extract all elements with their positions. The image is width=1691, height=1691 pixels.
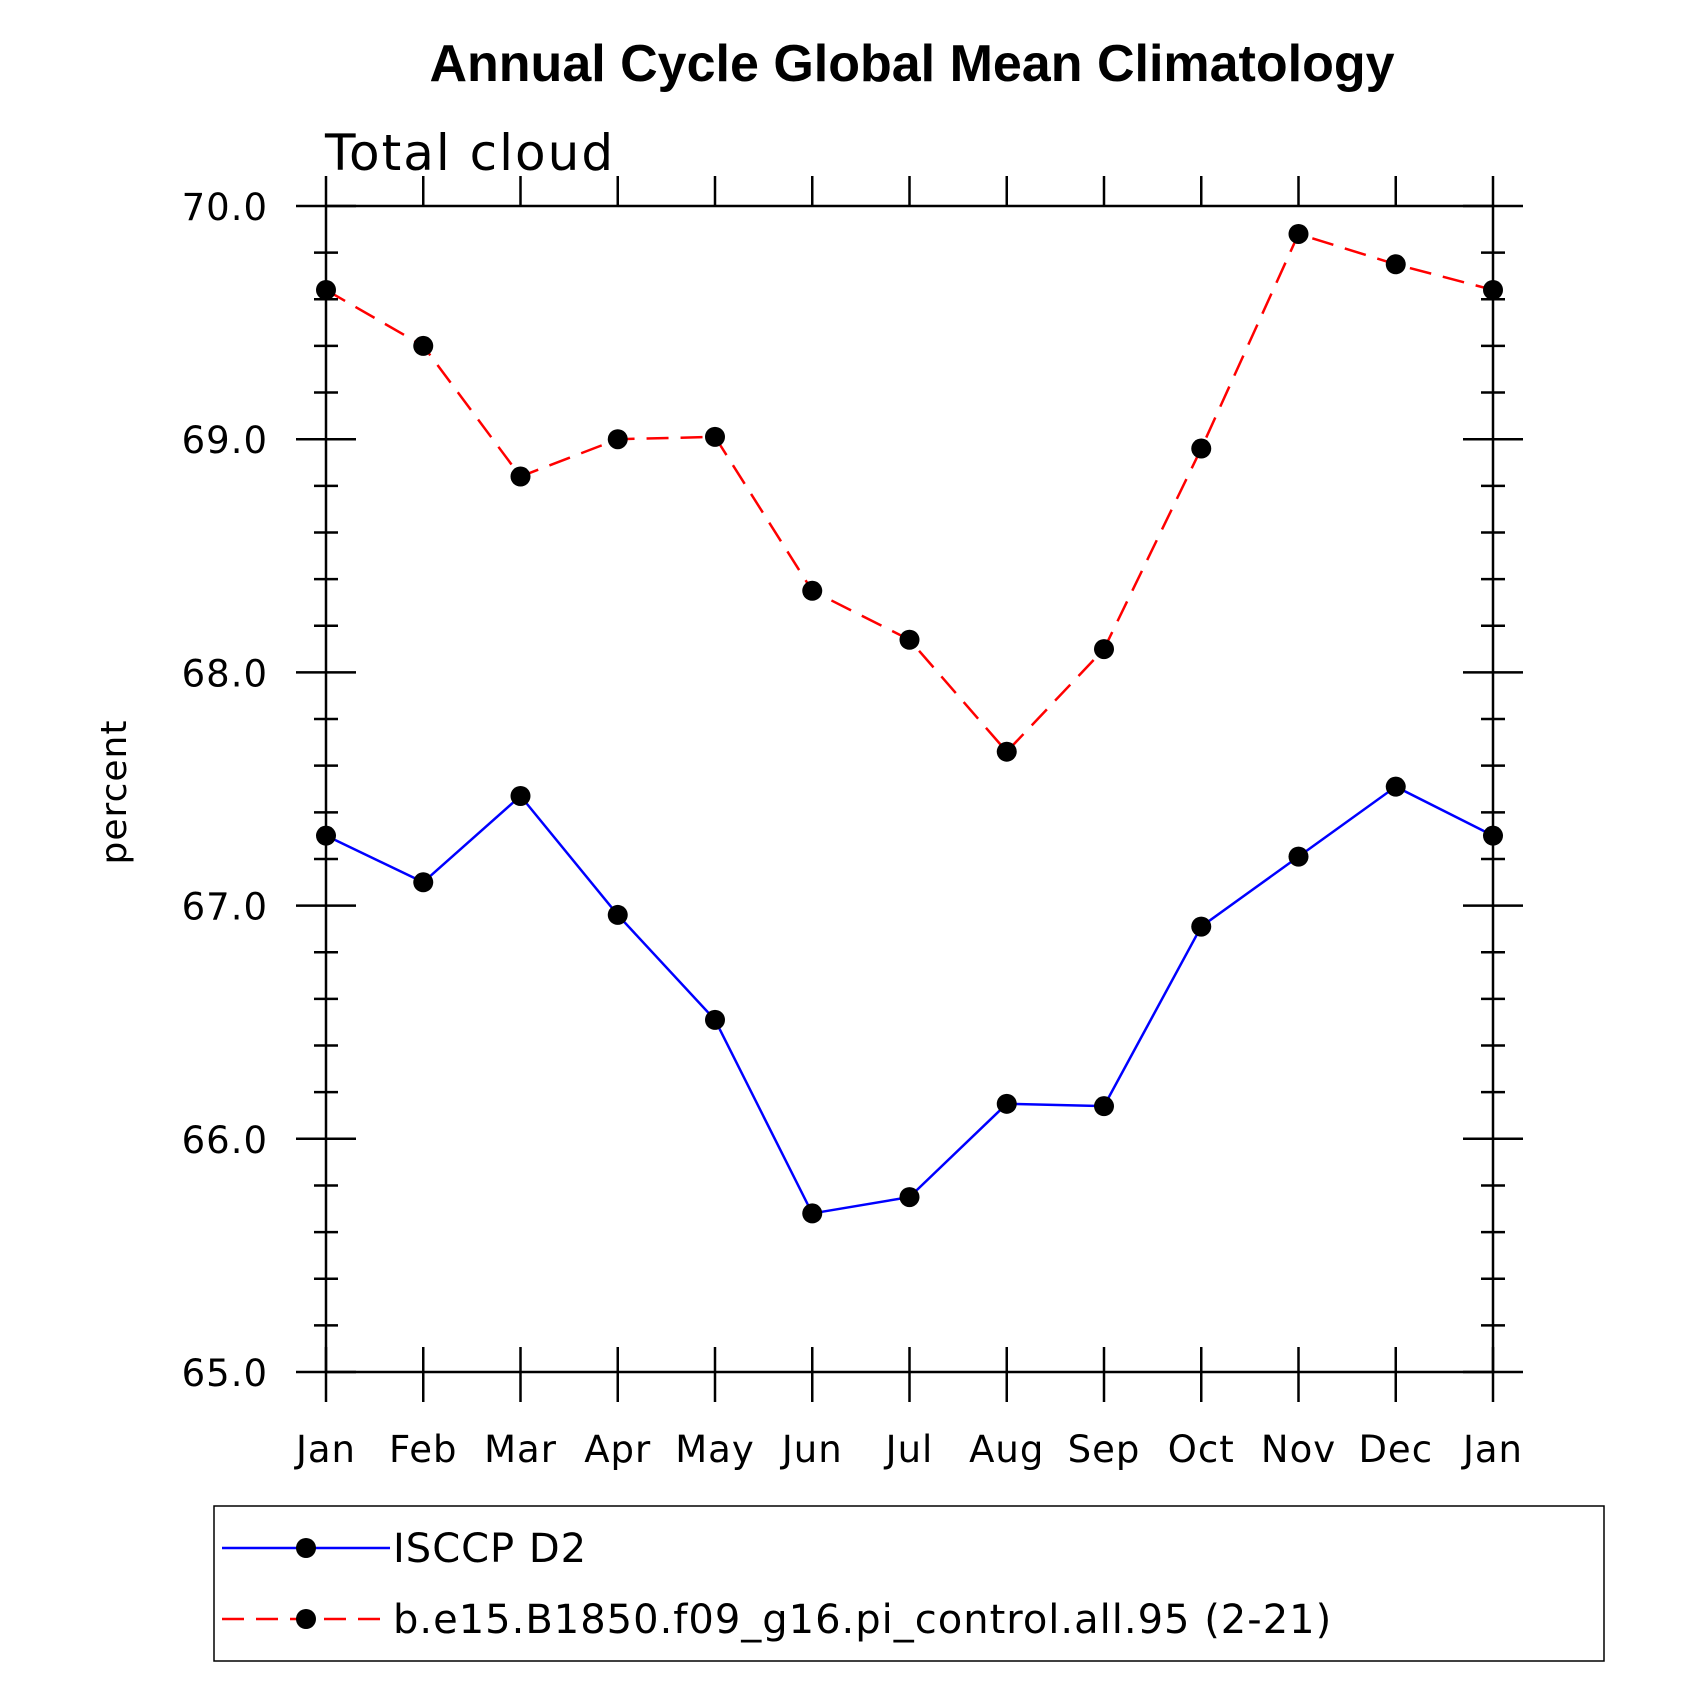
- series-lines: [325, 232, 1494, 1215]
- series-2-point: [510, 466, 531, 487]
- chart-title: Annual Cycle Global Mean Climatology: [429, 35, 1394, 93]
- series-2-point: [1483, 279, 1503, 300]
- y-tick-label: 67.0: [182, 886, 268, 929]
- x-tick-label: Jan: [1461, 1428, 1523, 1471]
- x-tick-label: Sep: [1068, 1428, 1141, 1471]
- legend: ISCCP D2 b.e15.B1850.f09_g16.pi_control.a…: [213, 1505, 1605, 1662]
- x-tick-label: Dec: [1358, 1428, 1433, 1471]
- series-1-point: [1385, 776, 1406, 797]
- x-tick-label: Oct: [1168, 1428, 1235, 1471]
- series-1-point: [802, 1203, 823, 1224]
- series-2-point: [1191, 438, 1212, 459]
- x-tick-label: May: [675, 1428, 755, 1471]
- y-tick-label: 68.0: [182, 652, 268, 695]
- legend-marker-2: [296, 1609, 316, 1629]
- series-1-point: [705, 1009, 725, 1030]
- axis-tick-labels: Jan Feb Mar Apr May Jun Jul Aug Sep Oct Nov Dec Jan 6…: [182, 186, 1523, 1471]
- y-axis-label: percent: [94, 720, 135, 865]
- series-1-point: [996, 1093, 1017, 1114]
- series-1-point: [1288, 846, 1309, 867]
- series-2-point: [413, 335, 434, 356]
- series-2-point: [705, 426, 725, 447]
- x-tick-label: Jul: [884, 1428, 934, 1471]
- series-1-point: [413, 872, 434, 893]
- y-tick-label: 66.0: [182, 1119, 268, 1162]
- series-2-point: [1094, 639, 1114, 660]
- series-2-point: [1385, 254, 1406, 275]
- y-tick-label: 65.0: [182, 1352, 268, 1395]
- x-tick-label: Jun: [780, 1428, 843, 1471]
- series-1-point: [607, 904, 628, 925]
- x-tick-label: Jan: [294, 1428, 356, 1471]
- series-2-point: [899, 629, 920, 650]
- legend-box: [213, 1505, 1605, 1662]
- series-1-point: [1483, 825, 1503, 846]
- x-tick-label: Mar: [484, 1428, 557, 1471]
- series-2-point: [996, 741, 1017, 762]
- series-2-point: [1288, 223, 1309, 244]
- series-points: [316, 223, 1503, 1224]
- x-tick-label: Nov: [1261, 1428, 1336, 1471]
- x-tick-label: Aug: [969, 1428, 1044, 1471]
- legend-marker-1: [296, 1538, 316, 1558]
- series-2-point: [607, 429, 628, 450]
- series-1-point: [316, 825, 336, 846]
- chart-subtitle: Total cloud: [324, 124, 615, 182]
- series-1-point: [1191, 916, 1212, 937]
- series-2-point: [802, 580, 823, 601]
- series-1-point: [510, 785, 531, 806]
- y-tick-label: 70.0: [182, 186, 268, 229]
- legend-label-1: ISCCP D2: [393, 1526, 587, 1572]
- axis-ticks: [296, 176, 1523, 1402]
- x-tick-label: Apr: [584, 1428, 651, 1471]
- series-line-1: [325, 785, 1494, 1215]
- series-1-point: [1094, 1096, 1114, 1117]
- y-tick-label: 69.0: [182, 419, 268, 462]
- series-1-point: [899, 1187, 920, 1208]
- x-tick-label: Feb: [389, 1428, 458, 1471]
- series-2-point: [316, 279, 336, 300]
- legend-items: ISCCP D2 b.e15.B1850.f09_g16.pi_control.a…: [222, 1526, 1332, 1643]
- series-line-2: [325, 232, 1494, 754]
- legend-label-2: b.e15.B1850.f09_g16.pi_control.all.95 (2…: [393, 1597, 1332, 1643]
